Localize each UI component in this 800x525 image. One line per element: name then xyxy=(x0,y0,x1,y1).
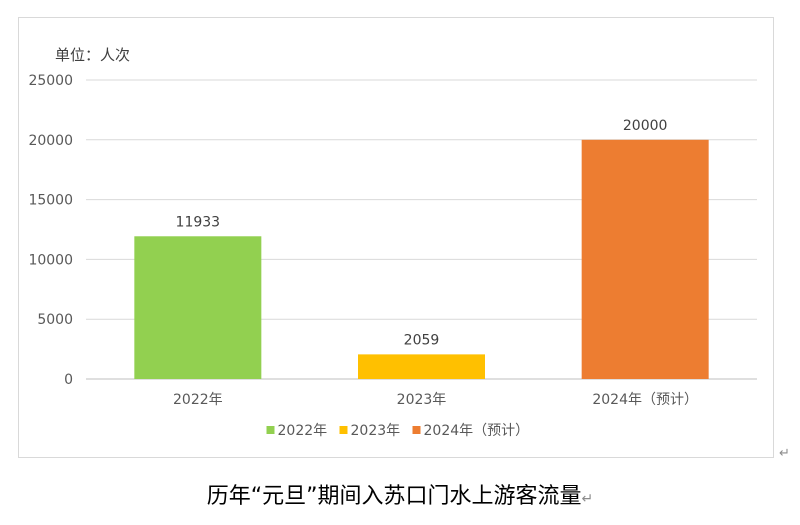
x-category-label: 2023年 xyxy=(397,392,447,408)
bar xyxy=(358,354,485,379)
y-axis-ticks: 0 5000 10000 15000 20000 25000 xyxy=(28,73,73,388)
legend-entry-label: 2022年 xyxy=(278,423,328,439)
bar-chart: 单位：人次 0 5000 10000 15000 20000 25000 11933 205… xyxy=(28,46,757,439)
y-tick-label: 5000 xyxy=(37,312,73,328)
y-tick-label: 0 xyxy=(64,372,73,388)
paragraph-mark: ↵ xyxy=(779,446,790,461)
chart-caption: 历年“元旦”期间入苏口门水上游客流量↵ xyxy=(0,478,800,510)
y-tick-label: 15000 xyxy=(28,193,73,209)
legend-entry-label: 2024年（预计） xyxy=(424,423,530,439)
caption-paragraph-mark: ↵ xyxy=(581,491,594,507)
y-tick-label: 10000 xyxy=(28,252,73,268)
y-tick-label: 25000 xyxy=(28,73,73,89)
x-category-label: 2022年 xyxy=(173,392,223,408)
data-label: 11933 xyxy=(176,214,221,230)
data-labels: 11933 2059 20000 xyxy=(176,118,668,349)
x-axis-categories: 2022年 2023年 2024年（预计） xyxy=(173,392,698,408)
unit-label: 单位：人次 xyxy=(55,46,130,64)
legend: 2022年 2023年 2024年（预计） xyxy=(266,423,530,439)
bars xyxy=(134,139,709,379)
data-label: 2059 xyxy=(404,332,440,348)
caption-text: 历年“元旦”期间入苏口门水上游客流量 xyxy=(206,484,582,509)
legend-swatch xyxy=(412,426,421,434)
bar xyxy=(581,139,709,379)
x-category-label: 2024年（预计） xyxy=(592,392,698,408)
chart-frame: 单位：人次 0 5000 10000 15000 20000 25000 11933 205… xyxy=(18,17,774,458)
legend-entry-label: 2023年 xyxy=(351,423,401,439)
data-label: 20000 xyxy=(623,118,668,134)
y-tick-label: 20000 xyxy=(28,133,73,149)
legend-swatch xyxy=(339,426,348,434)
legend-swatch xyxy=(266,426,275,434)
bar xyxy=(134,236,262,379)
